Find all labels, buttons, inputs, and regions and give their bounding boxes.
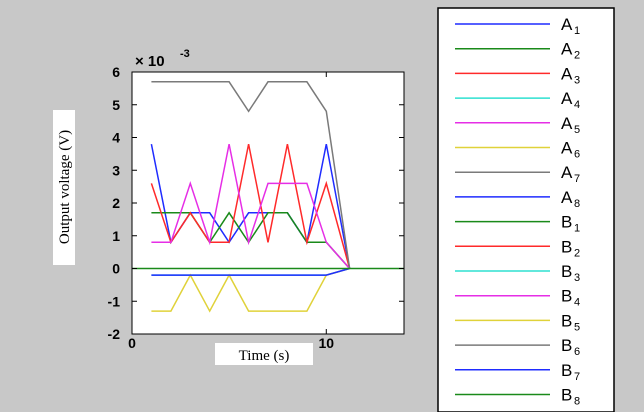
y-tick-label: 6 — [112, 64, 120, 80]
legend-label-subscript: 7 — [574, 173, 580, 185]
y-tick-label: 4 — [112, 130, 120, 146]
series-line-a3 — [150, 143, 351, 269]
legend-label: A — [561, 40, 573, 59]
legend-label: B — [561, 336, 572, 355]
legend: A 1A 2A 3A 4A 5A 6A 7A 8B 1B 2B 3B 4B 5B 6B 7B 8 — [455, 15, 580, 408]
y-tick-label: 0 — [112, 261, 120, 277]
y-tick-label: 1 — [112, 228, 120, 244]
plot-area — [132, 72, 404, 334]
x-axis-label: Time (s) — [239, 348, 290, 364]
y-tick-label: 3 — [112, 162, 120, 178]
legend-label: A — [561, 163, 573, 182]
y-multiplier-exponent: -3 — [180, 48, 190, 60]
legend-label-subscript: 7 — [574, 371, 580, 383]
y-tick-label: -1 — [108, 293, 121, 309]
legend-label: B — [561, 311, 572, 330]
legend-label: A — [561, 114, 573, 133]
legend-label-subscript: 8 — [574, 198, 580, 210]
legend-label: B — [561, 262, 572, 281]
legend-label-subscript: 3 — [574, 272, 580, 284]
legend-label-subscript: 8 — [574, 396, 580, 408]
y-multiplier-label: × 10 — [135, 53, 165, 70]
x-label-box — [215, 343, 313, 365]
legend-label: B — [561, 287, 572, 306]
y-label-box — [53, 110, 75, 265]
legend-label: A — [561, 188, 573, 207]
y-tick-label: -2 — [108, 326, 121, 342]
legend-label-subscript: 6 — [574, 149, 580, 161]
series-line-a5 — [151, 143, 351, 269]
legend-label-subscript: 5 — [574, 321, 580, 333]
legend-label-subscript: 4 — [574, 297, 580, 309]
series-line-a8 — [151, 267, 350, 276]
legend-label: B — [561, 213, 572, 232]
series-line-a6 — [151, 267, 350, 313]
legend-label: A — [561, 89, 573, 108]
ticks-layer: -2 -1 0 1 2 3 4 5 6 0 10 — [108, 64, 404, 351]
x-tick-label: 0 — [128, 335, 136, 351]
y-tick-label: 2 — [112, 195, 120, 211]
x-tick-label: 10 — [318, 335, 334, 351]
legend-label-subscript: 6 — [574, 346, 580, 358]
series-line-a7 — [151, 81, 351, 269]
legend-label: B — [561, 237, 572, 256]
series-layer — [132, 81, 404, 313]
legend-label: A — [561, 139, 573, 158]
legend-label-subscript: 2 — [574, 247, 580, 259]
y-axis-label: Output voltage (V) — [57, 130, 73, 244]
legend-label: A — [561, 15, 573, 34]
legend-label-subscript: 1 — [574, 223, 580, 235]
legend-label: B — [561, 386, 572, 405]
legend-label-subscript: 2 — [574, 50, 580, 62]
legend-label: B — [561, 361, 572, 380]
legend-label-subscript: 5 — [574, 124, 580, 136]
legend-label: A — [561, 64, 573, 83]
y-tick-label: 5 — [112, 97, 120, 113]
legend-label-subscript: 4 — [574, 99, 580, 111]
legend-label-subscript: 3 — [574, 74, 580, 86]
legend-label-subscript: 1 — [574, 25, 580, 37]
legend-box — [437, 7, 615, 412]
